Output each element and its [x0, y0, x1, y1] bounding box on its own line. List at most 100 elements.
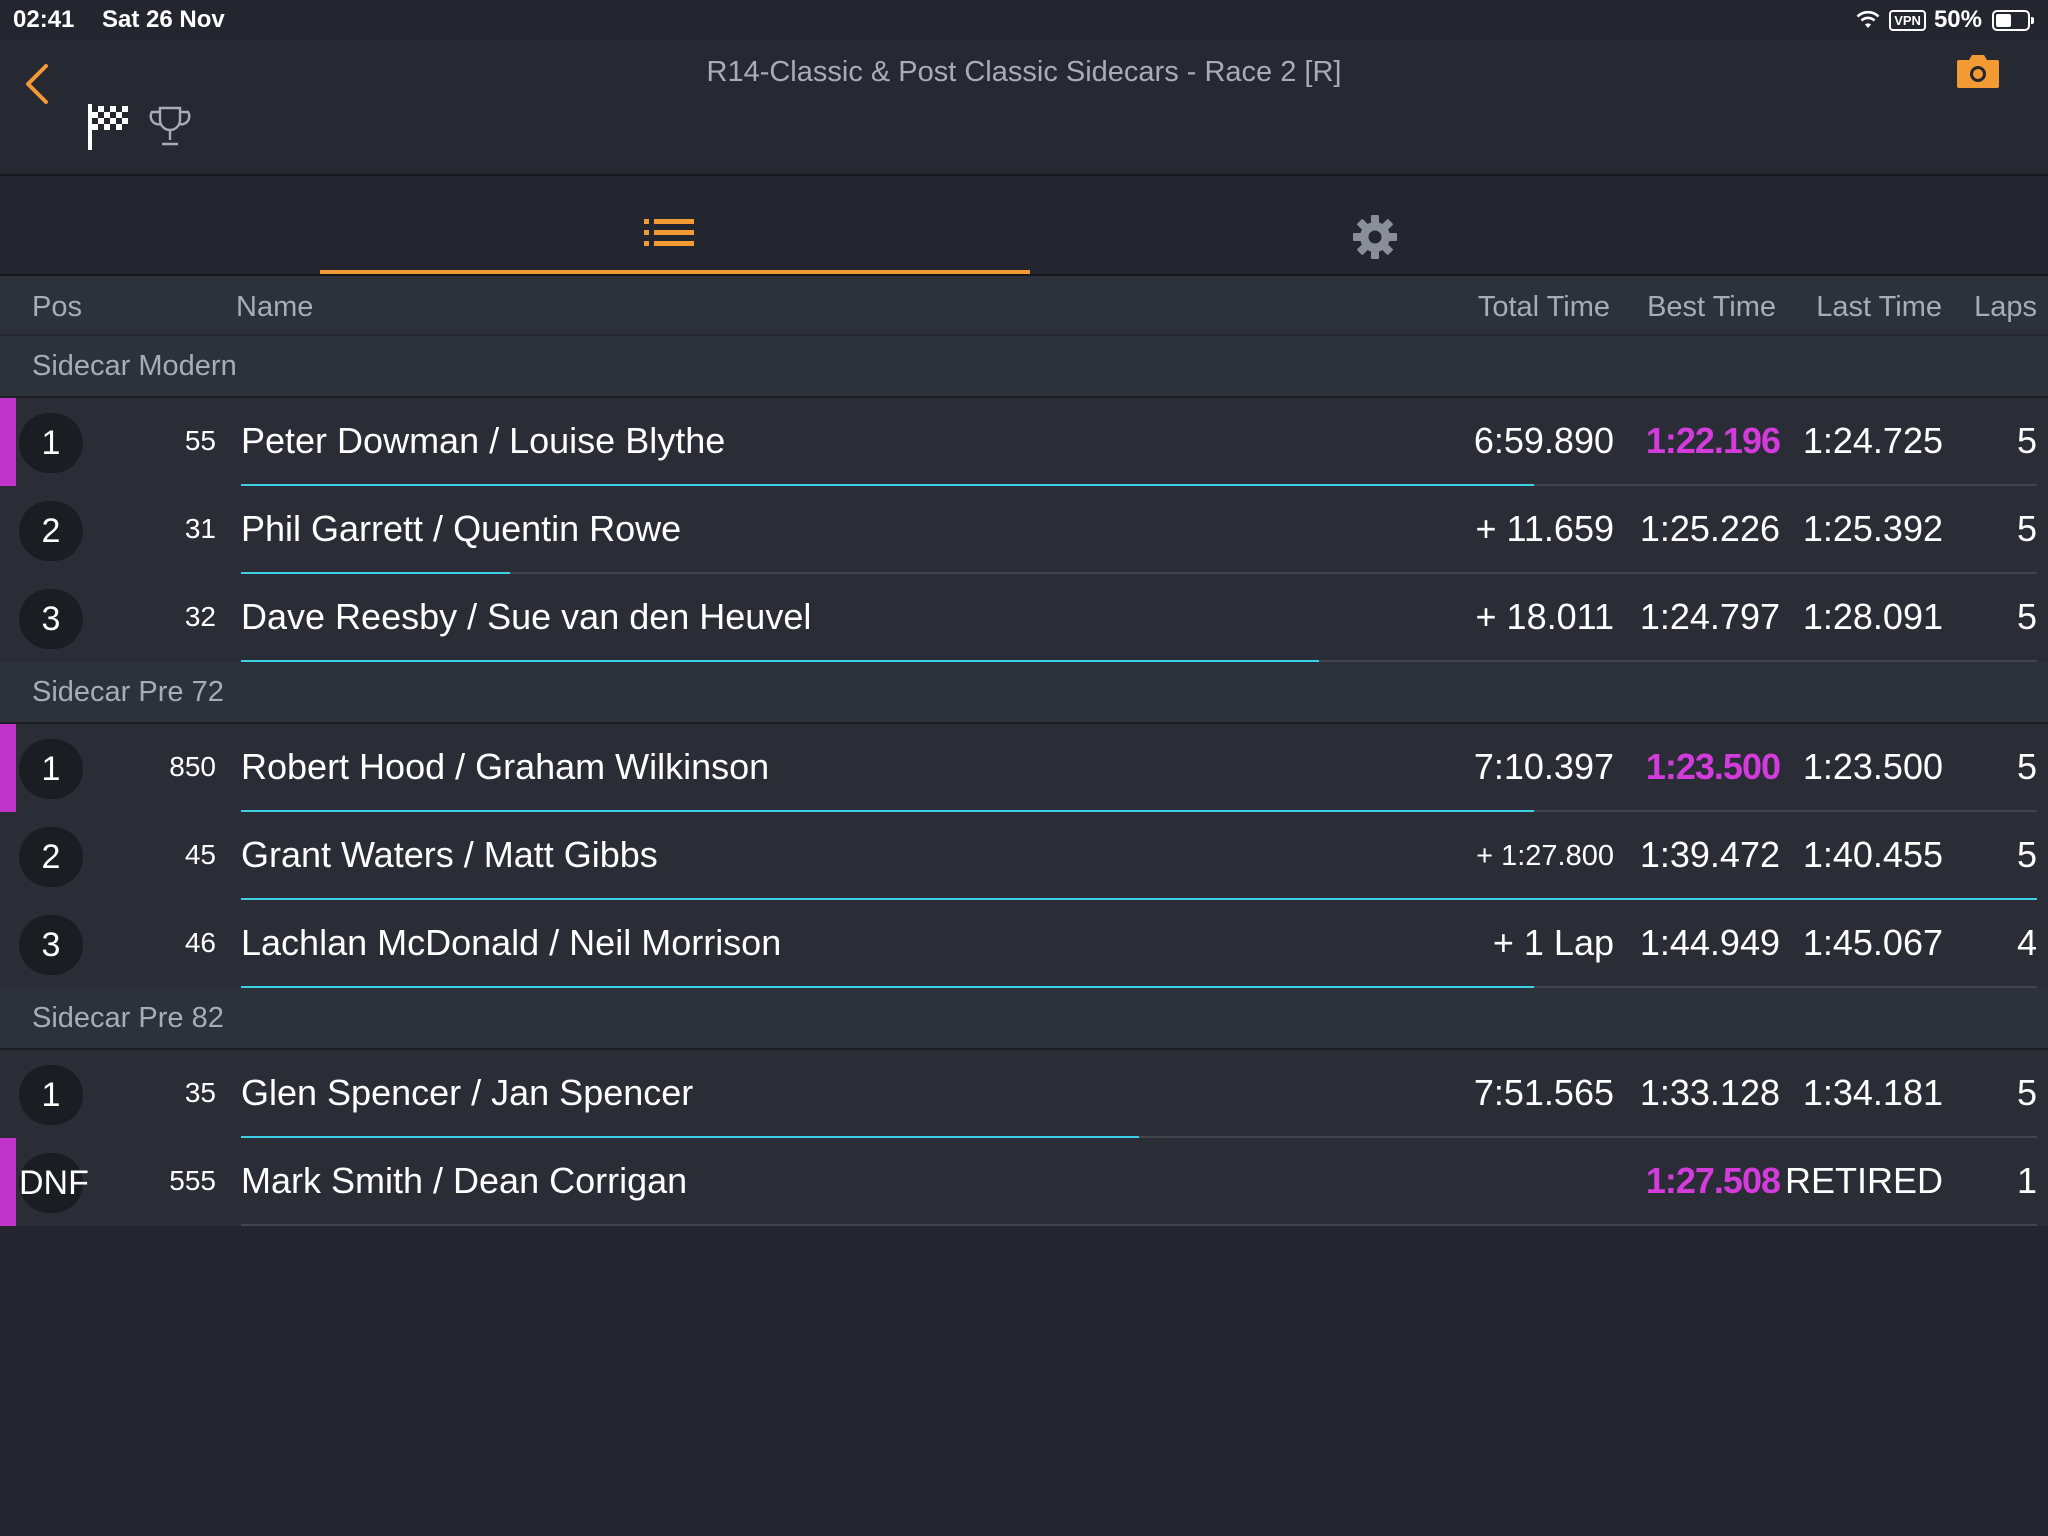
tab-bar [0, 176, 2048, 276]
class-group-header: Sidecar Pre 82 [0, 988, 2048, 1050]
progress-bar [241, 660, 1319, 662]
rider-number: 35 [184, 1077, 216, 1108]
rider-number: 31 [184, 513, 216, 544]
total-time: 7:10.397 [1473, 746, 1614, 787]
position-badge: 3 [19, 915, 83, 975]
row-divider [241, 1136, 2037, 1138]
total-time: 7:51.565 [1473, 1072, 1614, 1113]
column-total-time[interactable]: Total Time [1477, 291, 1610, 323]
best-time: 1:22.196 [1645, 420, 1781, 461]
rider-names: Robert Hood / Graham Wilkinson [241, 746, 770, 787]
column-last-time[interactable]: Last Time [1816, 291, 1942, 323]
column-best-time[interactable]: Best Time [1647, 291, 1776, 323]
progress-bar [241, 810, 1534, 812]
rider-names: Lachlan McDonald / Neil Morrison [241, 922, 782, 963]
list-icon [644, 219, 694, 246]
checkered-flag-icon[interactable] [86, 102, 130, 152]
leader-marker [0, 1138, 16, 1226]
best-time: 1:44.949 [1639, 922, 1780, 963]
leader-marker [0, 398, 16, 486]
laps-count: 5 [2016, 746, 2037, 787]
rider-names: Glen Spencer / Jan Spencer [241, 1072, 694, 1113]
rider-names: Dave Reesby / Sue van den Heuvel [241, 596, 812, 637]
column-laps[interactable]: Laps [1974, 291, 2037, 323]
last-time: 1:24.725 [1802, 420, 1943, 461]
progress-bar [241, 572, 510, 574]
back-chevron-icon[interactable] [18, 60, 58, 108]
total-time: 6:59.890 [1473, 420, 1614, 461]
row-divider [241, 572, 2037, 574]
column-name[interactable]: Name [236, 291, 314, 323]
position-badge: 1 [19, 413, 83, 473]
trophy-icon[interactable] [148, 104, 192, 148]
result-row[interactable]: 3 32 Dave Reesby / Sue van den Heuvel + 18.… [0, 574, 2048, 662]
best-time: 1:23.500 [1645, 746, 1781, 787]
result-row[interactable]: 3 46 Lachlan McDonald / Neil Morrison + 1 L… [0, 900, 2048, 988]
tab-settings[interactable] [1030, 176, 1720, 274]
wifi-icon [1856, 10, 1880, 28]
position-badge: 1 [19, 739, 83, 799]
total-time: + 11.659 [1475, 508, 1614, 549]
last-time: 1:45.067 [1802, 922, 1943, 963]
laps-count: 5 [2016, 596, 2037, 637]
result-row[interactable]: 1 55 Peter Dowman / Louise Blythe 6:59.890 1… [0, 398, 2048, 486]
camera-icon[interactable] [1955, 52, 2001, 90]
header: R14-Classic & Post Classic Sidecars - Ra… [0, 40, 2048, 176]
battery-percent: 50% [1933, 6, 1982, 33]
total-time: + 1:27.800 [1476, 840, 1614, 872]
last-time: 1:28.091 [1802, 596, 1943, 637]
class-group-label: Sidecar Pre 72 [32, 676, 224, 708]
laps-count: 5 [2016, 508, 2037, 549]
gear-icon [1353, 215, 1397, 259]
position-badge: 2 [19, 501, 83, 561]
rider-names: Grant Waters / Matt Gibbs [241, 834, 658, 875]
progress-bar [241, 898, 2037, 900]
rider-number: 555 [169, 1165, 216, 1196]
progress-bar [241, 986, 1534, 988]
progress-bar [241, 484, 1534, 486]
class-group-label: Sidecar Modern [32, 350, 237, 382]
last-time: RETIRED [1784, 1160, 1943, 1201]
position-badge: DNF [19, 1153, 89, 1213]
row-divider [241, 1224, 2037, 1226]
result-row[interactable]: 2 45 Grant Waters / Matt Gibbs + 1:27.800 1:… [0, 812, 2048, 900]
column-pos[interactable]: Pos [32, 291, 82, 323]
last-time: 1:23.500 [1802, 746, 1943, 787]
result-row[interactable]: 1 35 Glen Spencer / Jan Spencer 7:51.565 1:3… [0, 1050, 2048, 1138]
result-row[interactable]: 2 31 Phil Garrett / Quentin Rowe + 11.659 1:… [0, 486, 2048, 574]
status-bar: 02:41 Sat 26 Nov VPN 50% [0, 0, 2048, 40]
status-date: Sat 26 Nov [102, 6, 225, 33]
best-time: 1:33.128 [1639, 1072, 1780, 1113]
best-time: 1:25.226 [1639, 508, 1780, 549]
rider-number: 46 [184, 927, 216, 958]
total-time: + 1 Lap [1492, 922, 1614, 963]
position-badge: 3 [19, 589, 83, 649]
best-time: 1:39.472 [1639, 834, 1780, 875]
status-time: 02:41 [13, 6, 75, 33]
laps-count: 5 [2016, 420, 2037, 461]
result-row[interactable]: 1 850 Robert Hood / Graham Wilkinson 7:10.3… [0, 724, 2048, 812]
class-group-header: Sidecar Pre 72 [0, 662, 2048, 724]
laps-count: 4 [2016, 922, 2037, 963]
laps-count: 5 [2016, 834, 2037, 875]
column-header-row: Pos Name Total Time Best Time Last Time … [0, 276, 2048, 334]
best-time: 1:27.508 [1645, 1160, 1781, 1201]
position-badge: 1 [19, 1065, 83, 1125]
result-row[interactable]: DNF 555 Mark Smith / Dean Corrigan 1:27.508… [0, 1138, 2048, 1226]
rider-names: Mark Smith / Dean Corrigan [241, 1160, 688, 1201]
battery-icon [1992, 9, 2034, 31]
rider-number: 32 [184, 601, 216, 632]
last-time: 1:34.181 [1802, 1072, 1943, 1113]
class-group-label: Sidecar Pre 82 [32, 1002, 224, 1034]
vpn-badge: VPN [1889, 9, 1926, 31]
status-indicators: VPN 50% [1855, 6, 2034, 34]
class-group-header: Sidecar Modern [0, 336, 2048, 398]
position-badge: 2 [19, 827, 83, 887]
total-time: + 18.011 [1475, 596, 1614, 637]
laps-count: 5 [2016, 1072, 2037, 1113]
rider-number: 45 [184, 839, 216, 870]
tab-results-list[interactable] [320, 176, 1030, 274]
last-time: 1:25.392 [1802, 508, 1943, 549]
rider-names: Phil Garrett / Quentin Rowe [241, 508, 682, 549]
rider-names: Peter Dowman / Louise Blythe [241, 420, 726, 461]
